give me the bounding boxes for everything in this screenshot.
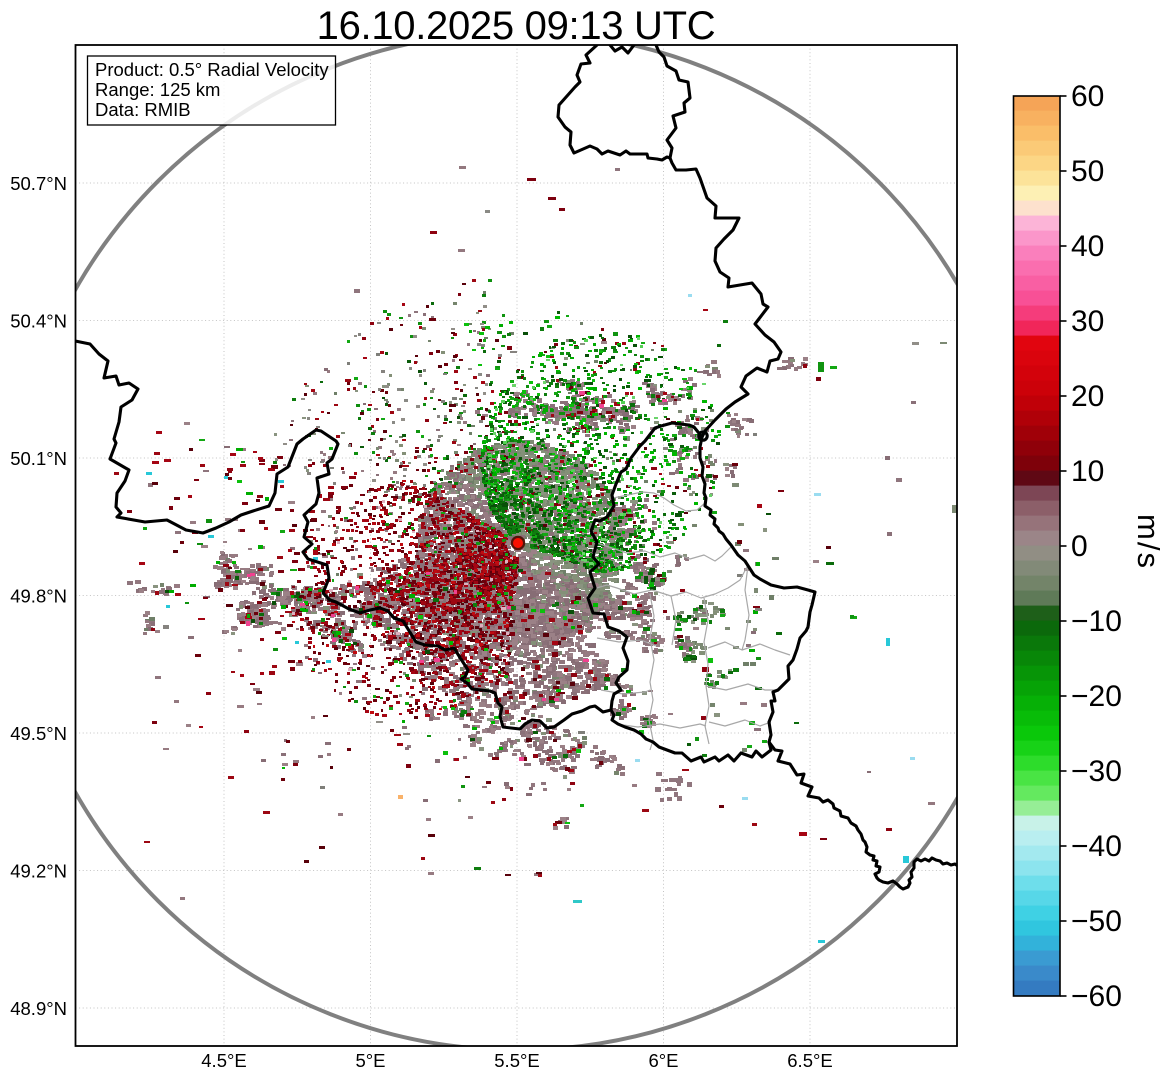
svg-text:−40: −40 [1071,830,1122,863]
svg-text:5.5°E: 5.5°E [494,1050,539,1071]
svg-text:5°E: 5°E [355,1050,385,1071]
svg-text:0: 0 [1071,530,1088,563]
svg-text:6°E: 6°E [648,1050,678,1071]
svg-text:50.7°N: 50.7°N [10,173,67,194]
svg-text:49.2°N: 49.2°N [10,860,67,881]
svg-text:4.5°E: 4.5°E [201,1050,246,1071]
svg-text:−50: −50 [1071,905,1122,938]
svg-text:48.9°N: 48.9°N [10,998,67,1019]
svg-text:Product: 0.5° Radial Velocity: Product: 0.5° Radial Velocity [95,59,329,80]
svg-text:50.4°N: 50.4°N [10,310,67,331]
svg-text:m/s: m/s [1131,514,1166,570]
svg-text:−30: −30 [1071,755,1122,788]
svg-text:50: 50 [1071,155,1104,188]
svg-text:16.10.2025 09:13 UTC: 16.10.2025 09:13 UTC [317,4,716,48]
svg-text:30: 30 [1071,305,1104,338]
svg-text:−10: −10 [1071,605,1122,638]
svg-text:49.8°N: 49.8°N [10,585,67,606]
svg-text:Data: RMIB: Data: RMIB [95,99,191,120]
svg-text:40: 40 [1071,230,1104,263]
svg-text:60: 60 [1071,80,1104,113]
svg-text:6.5°E: 6.5°E [787,1050,832,1071]
svg-text:50.1°N: 50.1°N [10,448,67,469]
svg-text:−60: −60 [1071,980,1122,1013]
svg-text:Range: 125 km: Range: 125 km [95,79,220,100]
svg-text:10: 10 [1071,455,1104,488]
svg-text:20: 20 [1071,380,1104,413]
svg-text:49.5°N: 49.5°N [10,723,67,744]
svg-text:−20: −20 [1071,680,1122,713]
